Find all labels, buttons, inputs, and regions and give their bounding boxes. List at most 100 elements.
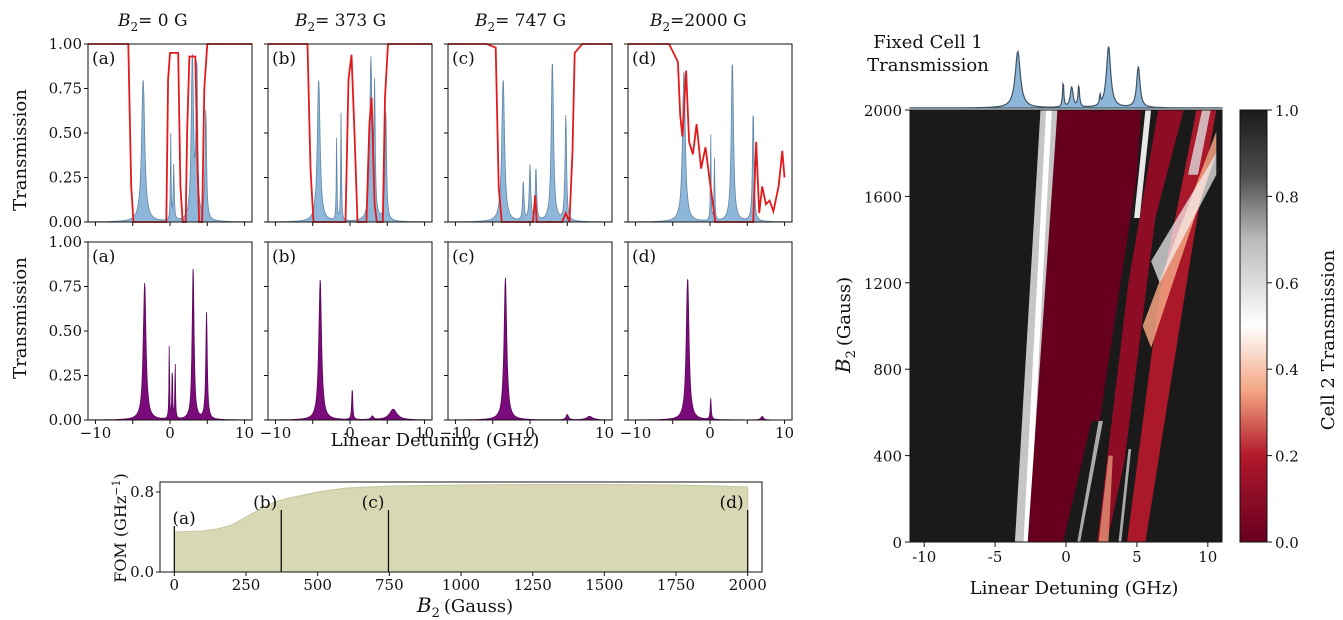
purple-spectrum-area bbox=[627, 279, 792, 421]
panel-label: (d) bbox=[632, 49, 656, 69]
panel-label: (a) bbox=[92, 49, 115, 69]
fom-x-tick-label: 1250 bbox=[514, 576, 552, 594]
mid-panel-1: (b) −10 0 10 bbox=[260, 241, 434, 442]
y-tick-label: 0.50 bbox=[49, 322, 82, 340]
blue-spectrum-area bbox=[87, 54, 253, 223]
fom-area bbox=[173, 484, 749, 573]
heatmap-y-tick-label: 1200 bbox=[864, 275, 902, 293]
heatmap-pink-wedge bbox=[1098, 455, 1113, 542]
fom-marker-label: (d) bbox=[720, 493, 744, 513]
heatmap-red-stripe-1 bbox=[1097, 110, 1184, 542]
fom-x-tick-label: 1500 bbox=[585, 576, 623, 594]
top-spectrum-title-line1: Fixed Cell 1 bbox=[873, 32, 982, 53]
x-tick-label: −10 bbox=[620, 424, 652, 442]
panel-label: (c) bbox=[452, 247, 475, 267]
colorbar-label: Cell 2 Transmission bbox=[1318, 249, 1339, 430]
heatmap-grey-edge bbox=[1188, 110, 1211, 175]
heatmap-white-core bbox=[1023, 110, 1052, 542]
heatmap-white-edge bbox=[1134, 110, 1152, 218]
heatmap-image bbox=[910, 110, 1222, 542]
x-tick-label: 10 bbox=[775, 424, 794, 442]
colorbar-tick-label: 0.0 bbox=[1275, 534, 1299, 552]
top-panel-titles: B2= 0 G B2= 373 G B2= 747 G B2=2000 G bbox=[117, 11, 747, 34]
title-panel-d: B2=2000 G bbox=[649, 11, 747, 34]
colorbar-tick-label: 0.2 bbox=[1275, 448, 1299, 466]
y-tick-label: 0.00 bbox=[49, 213, 82, 231]
y-tick-label: 1.00 bbox=[49, 35, 82, 53]
y-tick-label: 0.25 bbox=[49, 367, 82, 385]
fom-x-tick-label: 2000 bbox=[729, 576, 767, 594]
heatmap-x-tick-label: 10 bbox=[1198, 548, 1217, 566]
purple-spectrum-area bbox=[87, 268, 253, 421]
heatmap-x-tick-label: 0 bbox=[1061, 548, 1071, 566]
fom-panel: (a) (b) (c) (d) 0 250 500 750 1000 1250 1500 1750 20… bbox=[130, 481, 767, 594]
fom-x-tick-label: 500 bbox=[303, 576, 332, 594]
heatmap-dark-wedge-2 bbox=[1107, 449, 1132, 542]
fom-x-tick-label: 1750 bbox=[657, 576, 695, 594]
mid-panel-3: (d) −10 0 10 bbox=[620, 241, 794, 442]
y-tick-label: 0.75 bbox=[49, 278, 82, 296]
red-transmission-line bbox=[628, 43, 786, 223]
x-tick-label: −10 bbox=[80, 424, 112, 442]
red-transmission-line bbox=[268, 43, 432, 223]
heatmap-y-tick-label: 2000 bbox=[864, 102, 902, 120]
fom-x-tick-label: 1000 bbox=[442, 576, 480, 594]
colorbar-bar bbox=[1239, 109, 1268, 543]
top-panel-3: (d) bbox=[624, 43, 793, 226]
heatmap-y-tick-label: 0 bbox=[892, 534, 902, 552]
fom-marker-label: (b) bbox=[253, 493, 277, 513]
top-spectrum-title-line2: Transmission bbox=[867, 55, 989, 76]
mid-panel-0: (a) 0.00 0.25 0.50 0.75 1.00 −10 0 10 bbox=[49, 233, 254, 442]
x-tick-label: 0 bbox=[525, 424, 535, 442]
fom-x-tick-label: 750 bbox=[375, 576, 404, 594]
panel-frame bbox=[627, 241, 793, 421]
colorbar-tick-label: 1.0 bbox=[1275, 102, 1299, 120]
colorbar: 0.0 0.2 0.4 0.6 0.8 1.0 bbox=[1239, 102, 1299, 552]
panel-frame bbox=[267, 241, 433, 421]
panel-label: (b) bbox=[272, 49, 296, 69]
x-tick-label: 10 bbox=[595, 424, 614, 442]
x-tick-label: −10 bbox=[260, 424, 292, 442]
top-row-ylabel: Transmission bbox=[10, 89, 31, 211]
x-tick-label: 0 bbox=[345, 424, 355, 442]
y-tick-label: 0.50 bbox=[49, 124, 82, 142]
fom-y-tick-label: 0.8 bbox=[130, 483, 154, 501]
heatmap-y-tick-label: 400 bbox=[873, 448, 902, 466]
heatmap-red-region bbox=[1027, 110, 1142, 542]
purple-spectrum-area bbox=[267, 279, 433, 421]
fom-y-tick-label: 0.0 bbox=[130, 563, 154, 581]
middle-row-xlabel: Linear Detuning (GHz) bbox=[331, 430, 540, 451]
title-panel-c: B2= 747 G bbox=[474, 11, 566, 34]
heatmap-y-tick-label: 800 bbox=[873, 361, 902, 379]
fom-xlabel: B2 (Gauss) bbox=[416, 593, 513, 620]
panel-frame bbox=[447, 241, 613, 421]
fom-marker-label: (c) bbox=[362, 493, 385, 513]
heatmap-x-tick-label: -5 bbox=[988, 548, 1003, 566]
heatmap-grey-wedge-2 bbox=[1118, 449, 1132, 542]
heatmap-dark-wedge-1 bbox=[1063, 421, 1103, 542]
title-panel-a: B2= 0 G bbox=[117, 11, 188, 34]
panel-label: (c) bbox=[452, 49, 475, 69]
heatmap-x-tick-label: -10 bbox=[912, 548, 936, 566]
heatmap-grey-wedge-1 bbox=[1077, 421, 1103, 542]
blue-spectrum-area bbox=[267, 56, 433, 223]
top-spectrum-area bbox=[909, 46, 1223, 109]
heatmap-y-tick-label: 1600 bbox=[864, 188, 902, 206]
heatmap-x-tick-label: 5 bbox=[1132, 548, 1142, 566]
heatmap-ylabel: B2(Gauss) bbox=[831, 277, 859, 374]
x-tick-label: 0 bbox=[705, 424, 715, 442]
heatmap-xlabel: Linear Detuning (GHz) bbox=[970, 578, 1179, 599]
x-tick-label: 0 bbox=[165, 424, 175, 442]
mid-panel-2: (c) −10 0 10 bbox=[440, 241, 614, 442]
y-tick-label: 0.75 bbox=[49, 80, 82, 98]
colorbar-tick-label: 0.6 bbox=[1275, 275, 1299, 293]
fom-ylabel: FOM (GHz−1) bbox=[110, 473, 130, 583]
fom-marker-label: (a) bbox=[172, 509, 195, 529]
purple-spectrum-area bbox=[447, 277, 613, 421]
fom-x-tick-label: 0 bbox=[170, 576, 180, 594]
heatmap-panel: -10 -5 0 5 10 0 400 800 1200 1600 2000 bbox=[864, 46, 1223, 566]
x-tick-label: 10 bbox=[415, 424, 434, 442]
panel-label: (a) bbox=[92, 247, 115, 267]
x-tick-label: 10 bbox=[235, 424, 254, 442]
